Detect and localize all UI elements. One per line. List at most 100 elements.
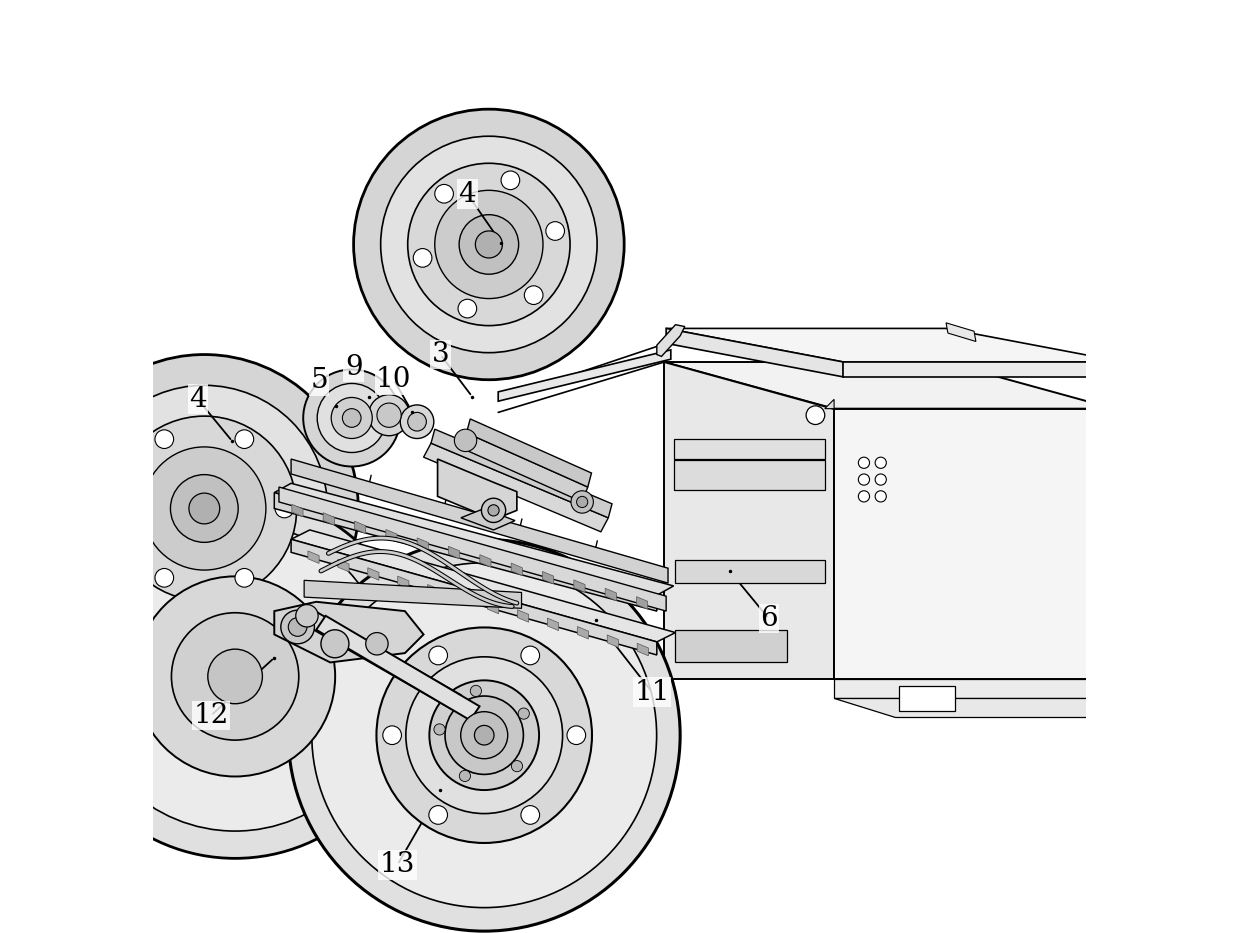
Circle shape <box>476 231 502 258</box>
Polygon shape <box>424 443 608 532</box>
Circle shape <box>321 630 349 658</box>
Circle shape <box>51 355 358 662</box>
Circle shape <box>546 222 565 241</box>
Circle shape <box>475 726 494 745</box>
Polygon shape <box>457 593 468 606</box>
Polygon shape <box>675 630 788 662</box>
Polygon shape <box>449 547 460 559</box>
Circle shape <box>281 610 315 644</box>
Polygon shape <box>461 508 515 530</box>
Circle shape <box>171 475 238 542</box>
Circle shape <box>471 686 482 697</box>
Polygon shape <box>437 459 517 520</box>
Polygon shape <box>675 560 825 583</box>
Circle shape <box>429 805 447 824</box>
Text: 12: 12 <box>193 703 228 729</box>
Polygon shape <box>297 606 461 709</box>
Circle shape <box>289 618 307 636</box>
Polygon shape <box>274 483 674 595</box>
Circle shape <box>435 185 453 203</box>
Circle shape <box>380 136 597 353</box>
Circle shape <box>482 498 506 522</box>
Circle shape <box>304 369 400 466</box>
Polygon shape <box>674 439 825 459</box>
Polygon shape <box>274 493 657 611</box>
Circle shape <box>445 696 523 774</box>
Polygon shape <box>431 429 612 518</box>
Circle shape <box>414 248 432 267</box>
Circle shape <box>435 190 543 299</box>
Circle shape <box>455 429 477 452</box>
Circle shape <box>524 285 543 304</box>
Circle shape <box>430 680 539 790</box>
Polygon shape <box>292 504 304 517</box>
Circle shape <box>208 649 263 703</box>
Polygon shape <box>479 554 491 567</box>
Circle shape <box>142 447 266 570</box>
Circle shape <box>520 805 540 824</box>
Polygon shape <box>274 602 424 662</box>
Polygon shape <box>548 619 559 631</box>
Circle shape <box>875 457 886 468</box>
Polygon shape <box>385 530 396 542</box>
Circle shape <box>353 109 624 380</box>
Text: 13: 13 <box>380 852 415 878</box>
Circle shape <box>460 771 471 782</box>
Polygon shape <box>834 698 1114 717</box>
Circle shape <box>460 215 519 274</box>
Circle shape <box>82 385 327 632</box>
Polygon shape <box>338 560 349 572</box>
Polygon shape <box>304 580 522 608</box>
Polygon shape <box>900 686 955 711</box>
Polygon shape <box>418 537 429 550</box>
Polygon shape <box>834 679 1114 698</box>
Text: 10: 10 <box>375 367 411 393</box>
Circle shape <box>366 633 388 655</box>
Circle shape <box>520 647 540 665</box>
Circle shape <box>406 657 563 814</box>
Polygon shape <box>637 597 648 609</box>
Circle shape <box>400 405 434 439</box>
Circle shape <box>135 577 336 776</box>
Polygon shape <box>487 602 499 614</box>
Circle shape <box>576 496 587 508</box>
Circle shape <box>383 726 401 745</box>
Text: 9: 9 <box>344 355 362 381</box>
Text: 11: 11 <box>634 679 670 705</box>
Circle shape <box>53 494 418 858</box>
Text: 5: 5 <box>310 368 328 394</box>
Circle shape <box>875 474 886 485</box>
Polygon shape <box>667 328 1124 362</box>
Text: 3: 3 <box>431 341 450 368</box>
Polygon shape <box>461 433 587 502</box>
Circle shape <box>171 613 299 740</box>
Polygon shape <box>834 409 1114 679</box>
Polygon shape <box>518 610 529 622</box>
Polygon shape <box>543 571 554 584</box>
Text: 4: 4 <box>190 386 207 412</box>
Text: 6: 6 <box>760 606 778 632</box>
Polygon shape <box>279 487 667 611</box>
Circle shape <box>188 493 219 524</box>
Circle shape <box>155 568 173 587</box>
Circle shape <box>501 171 519 189</box>
Polygon shape <box>467 419 591 487</box>
Polygon shape <box>498 350 670 401</box>
Circle shape <box>859 491 870 502</box>
Circle shape <box>512 760 523 772</box>
Circle shape <box>312 563 657 908</box>
Circle shape <box>368 395 410 436</box>
Circle shape <box>571 491 593 513</box>
Polygon shape <box>427 584 439 597</box>
Polygon shape <box>574 580 585 592</box>
Circle shape <box>289 539 680 931</box>
Circle shape <box>331 397 372 439</box>
Circle shape <box>235 430 254 449</box>
Polygon shape <box>323 513 335 525</box>
Circle shape <box>859 474 870 485</box>
Circle shape <box>488 505 499 516</box>
Circle shape <box>296 605 318 627</box>
Polygon shape <box>512 564 523 576</box>
Circle shape <box>429 647 447 665</box>
Circle shape <box>408 412 426 431</box>
